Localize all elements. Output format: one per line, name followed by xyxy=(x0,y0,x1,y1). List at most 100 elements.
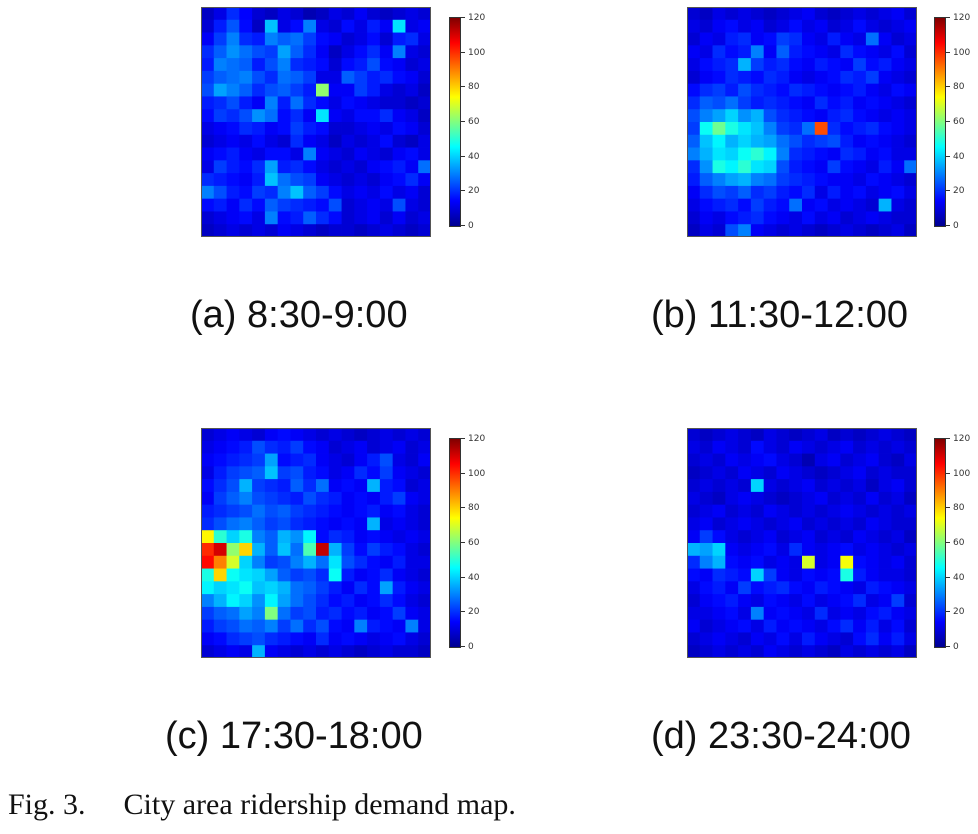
heatmap-cell xyxy=(201,440,215,454)
heatmap-cell xyxy=(814,211,828,225)
heatmap-cell xyxy=(802,619,816,633)
heatmap-cell xyxy=(738,96,752,110)
heatmap-cell xyxy=(725,632,739,646)
heatmap-cell xyxy=(865,440,880,454)
heatmap-cell xyxy=(738,45,752,59)
heatmap-cell xyxy=(239,645,253,658)
heatmap-cell xyxy=(316,109,330,123)
heatmap-cell xyxy=(687,160,701,174)
heatmap-cell xyxy=(789,428,803,442)
heatmap-cell xyxy=(239,58,253,72)
heatmap-cell xyxy=(367,58,381,72)
heatmap-cell xyxy=(904,466,917,480)
heatmap-cell xyxy=(738,491,752,506)
heatmap-cell xyxy=(379,173,394,187)
heatmap-cell xyxy=(303,645,317,658)
heatmap-cell xyxy=(763,428,777,442)
heatmap-cell xyxy=(354,632,368,646)
heatmap-cell xyxy=(226,555,240,569)
heatmap-cell xyxy=(252,491,266,506)
heatmap-cell xyxy=(201,96,215,110)
heatmap-cell xyxy=(891,198,905,212)
heatmap-cell xyxy=(367,543,381,557)
heatmap-cell xyxy=(725,70,739,85)
heatmap-cell xyxy=(878,134,892,148)
heatmap-cell xyxy=(712,185,726,200)
heatmap-cell xyxy=(891,619,905,633)
heatmap-cell xyxy=(213,198,227,212)
heatmap-cell xyxy=(341,645,355,658)
heatmap-cell xyxy=(738,7,752,21)
heatmap-cell xyxy=(392,619,406,633)
heatmap-cell xyxy=(290,122,304,136)
heatmap-cell xyxy=(226,122,240,136)
heatmap-cell xyxy=(367,581,381,595)
heatmap-cell xyxy=(687,185,701,200)
heatmap-cell xyxy=(354,428,368,442)
heatmap-cell xyxy=(750,491,765,506)
heatmap-cell xyxy=(865,543,880,557)
heatmap-cell xyxy=(239,185,253,200)
heatmap-cell xyxy=(687,96,701,110)
heatmap-cell xyxy=(891,594,905,608)
heatmap-cell xyxy=(354,479,368,493)
heatmap-cell xyxy=(341,198,355,212)
heatmap-cell xyxy=(264,632,279,646)
heatmap-cell xyxy=(316,594,330,608)
heatmap-cell xyxy=(699,7,713,21)
heatmap-cell xyxy=(699,134,713,148)
heatmap-cell xyxy=(418,440,431,454)
heatmap-cell xyxy=(738,530,752,544)
heatmap-cell xyxy=(392,606,406,621)
heatmap-cell xyxy=(776,543,790,557)
heatmap-cell xyxy=(738,70,752,85)
heatmap-cell xyxy=(367,45,381,59)
heatmap-cell xyxy=(738,479,752,493)
heatmap-cell xyxy=(827,58,841,72)
heatmap-cell xyxy=(865,58,880,72)
heatmap-cell xyxy=(328,211,342,225)
colorbar-tick-label: 0 xyxy=(461,221,474,231)
heatmap-cell xyxy=(290,619,304,633)
heatmap-cell xyxy=(392,491,406,506)
heatmap-cell xyxy=(725,224,739,237)
heatmap-cell xyxy=(367,453,381,467)
heatmap-cell xyxy=(213,160,227,174)
heatmap-cell xyxy=(891,543,905,557)
heatmap-cell xyxy=(725,19,739,33)
heatmap-cell xyxy=(827,581,841,595)
heatmap-cell xyxy=(865,70,880,85)
heatmap-cell xyxy=(802,632,816,646)
heatmap-cell xyxy=(328,479,342,493)
heatmap-cell xyxy=(264,19,279,33)
heatmap-cell xyxy=(264,581,279,595)
heatmap-cell xyxy=(213,70,227,85)
heatmap-cell xyxy=(891,122,905,136)
heatmap-cell xyxy=(264,606,279,621)
heatmap-cell xyxy=(865,185,880,200)
heatmap-cell xyxy=(763,606,777,621)
heatmap-cell xyxy=(827,185,841,200)
heatmap-cell xyxy=(379,568,394,582)
heatmap-cell xyxy=(392,211,406,225)
heatmap-cell xyxy=(763,32,777,46)
heatmap-cell xyxy=(763,122,777,136)
heatmap-cell xyxy=(303,160,317,174)
heatmap-cell xyxy=(341,70,355,85)
heatmap-cell xyxy=(341,504,355,518)
heatmap-cell xyxy=(405,45,419,59)
heatmap-cell xyxy=(379,453,394,467)
heatmap-cell xyxy=(904,134,917,148)
heatmap-cell xyxy=(814,453,828,467)
heatmap-cell xyxy=(853,19,867,33)
heatmap-cell xyxy=(750,594,765,608)
heatmap-cell xyxy=(252,504,266,518)
heatmap-cell xyxy=(853,173,867,187)
heatmap-cell xyxy=(418,160,431,174)
heatmap-cell xyxy=(277,45,291,59)
heatmap-cell xyxy=(201,504,215,518)
heatmap-cell xyxy=(750,160,765,174)
heatmap-cell xyxy=(904,198,917,212)
heatmap-cell xyxy=(226,568,240,582)
heatmap-cell xyxy=(904,504,917,518)
